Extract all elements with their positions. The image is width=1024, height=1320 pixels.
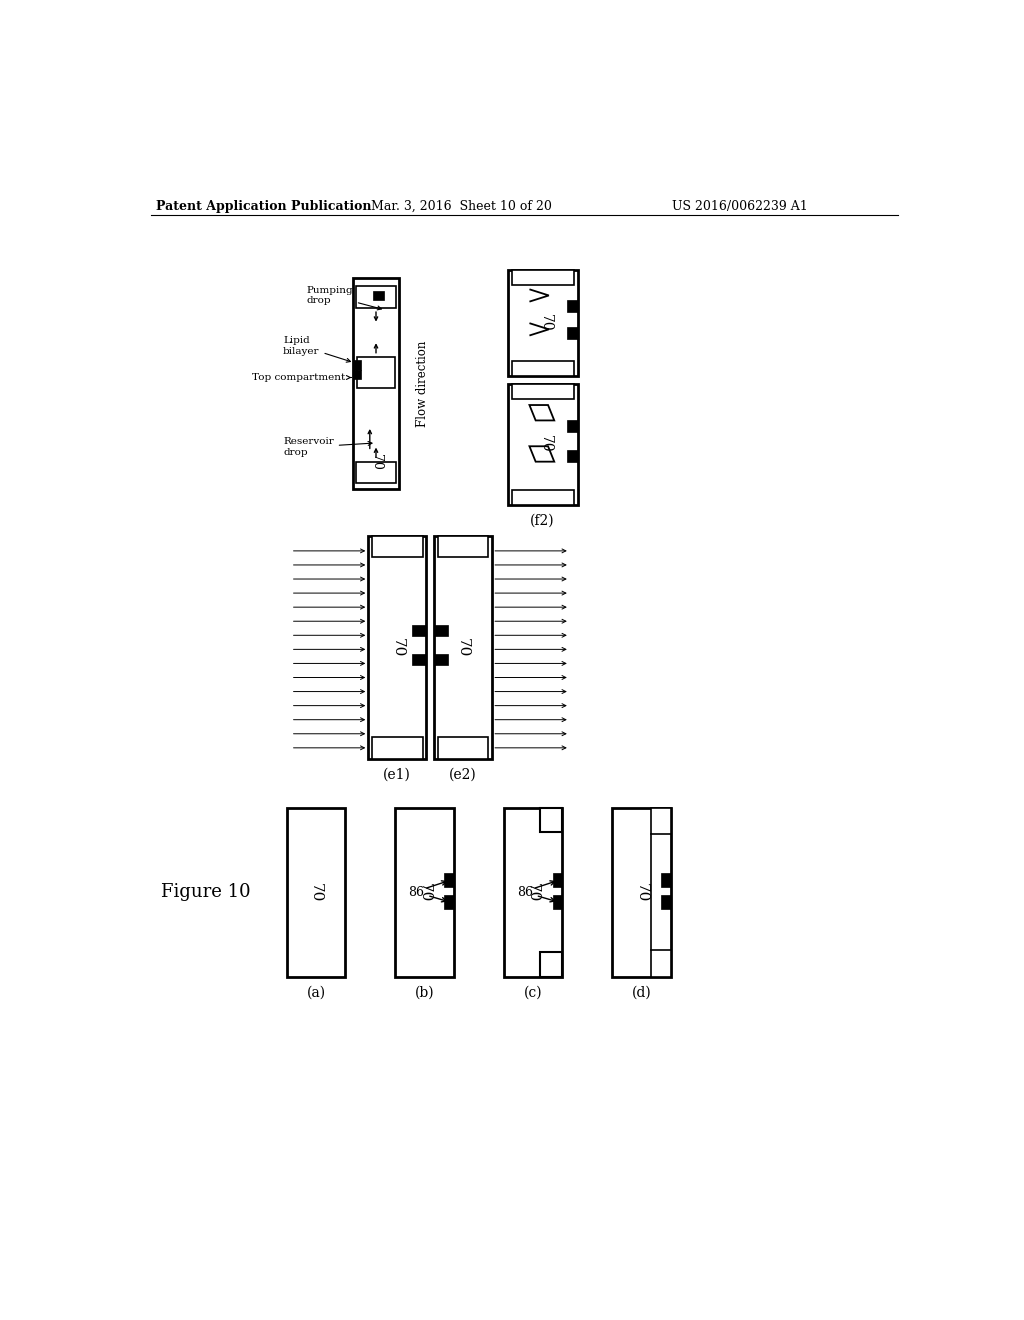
Text: Mar. 3, 2016  Sheet 10 of 20: Mar. 3, 2016 Sheet 10 of 20 <box>371 199 552 213</box>
Text: (d): (d) <box>632 985 651 999</box>
Bar <box>287 808 345 977</box>
Bar <box>413 626 426 636</box>
Text: (b): (b) <box>415 985 434 999</box>
Bar <box>356 286 396 308</box>
Bar <box>434 626 449 636</box>
Text: Lipid
bilayer: Lipid bilayer <box>283 337 350 362</box>
Text: Reservoir
drop: Reservoir drop <box>283 437 372 457</box>
Text: (c): (c) <box>523 985 543 999</box>
Text: (e1): (e1) <box>383 767 412 781</box>
Bar <box>512 384 573 399</box>
Text: 70: 70 <box>635 883 648 902</box>
Text: Top compartment: Top compartment <box>252 374 351 381</box>
Bar <box>553 874 562 887</box>
Bar <box>352 370 360 379</box>
Bar <box>512 490 573 506</box>
Bar <box>512 271 573 285</box>
Bar <box>395 808 454 977</box>
Bar <box>508 384 578 506</box>
Text: 86: 86 <box>409 886 446 902</box>
Text: 70: 70 <box>539 436 553 453</box>
Bar <box>373 290 384 300</box>
Bar <box>438 536 488 557</box>
Bar <box>352 360 360 370</box>
Text: (f1): (f1) <box>530 384 555 399</box>
Text: (e2): (e2) <box>450 767 477 781</box>
Bar <box>372 536 423 557</box>
Text: (a): (a) <box>306 985 326 999</box>
Bar <box>566 420 578 432</box>
Bar <box>566 300 578 313</box>
Bar <box>444 874 454 887</box>
Bar <box>372 738 423 759</box>
Text: 70: 70 <box>418 883 431 902</box>
Bar <box>662 874 671 887</box>
Bar <box>434 536 493 759</box>
Text: 70: 70 <box>539 314 553 331</box>
Text: (f2): (f2) <box>530 513 555 527</box>
Bar <box>612 808 671 977</box>
Text: 70: 70 <box>456 638 470 657</box>
Bar <box>662 895 671 909</box>
Bar <box>352 279 399 490</box>
Bar <box>508 271 578 376</box>
Bar <box>651 950 671 977</box>
Text: 70: 70 <box>526 883 540 902</box>
Text: 70: 70 <box>390 638 404 657</box>
Bar <box>541 808 562 832</box>
Text: Patent Application Publication: Patent Application Publication <box>156 199 372 213</box>
Text: 86: 86 <box>517 886 555 902</box>
Bar <box>434 655 449 665</box>
Text: Pumping
drop: Pumping drop <box>306 285 381 310</box>
Text: 70: 70 <box>370 454 383 470</box>
Bar <box>553 895 562 909</box>
Bar <box>413 655 426 665</box>
Bar <box>438 738 488 759</box>
Bar <box>357 358 394 388</box>
Bar <box>651 808 671 834</box>
Bar <box>541 952 562 977</box>
Bar <box>512 360 573 376</box>
Bar <box>444 895 454 909</box>
Text: Flow direction: Flow direction <box>416 341 429 428</box>
Bar <box>356 462 396 483</box>
Bar <box>566 450 578 462</box>
Bar <box>504 808 562 977</box>
Bar <box>369 536 426 759</box>
Text: Figure 10: Figure 10 <box>161 883 250 902</box>
Text: US 2016/0062239 A1: US 2016/0062239 A1 <box>673 199 808 213</box>
Text: 70: 70 <box>309 883 323 902</box>
Bar <box>566 326 578 339</box>
